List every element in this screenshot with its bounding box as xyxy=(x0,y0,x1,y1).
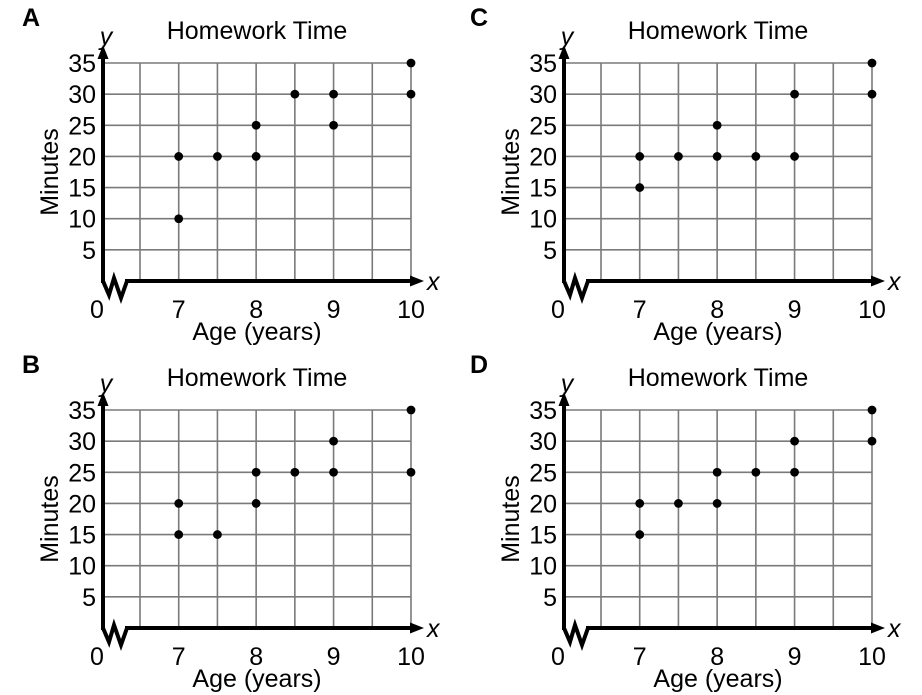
svg-text:5: 5 xyxy=(543,237,557,265)
svg-text:20: 20 xyxy=(68,490,96,518)
svg-text:5: 5 xyxy=(82,237,96,265)
svg-text:Homework Time: Homework Time xyxy=(167,364,348,392)
option-label-c: C xyxy=(470,4,489,32)
svg-text:9: 9 xyxy=(327,643,341,671)
svg-text:y: y xyxy=(559,23,575,51)
chart-panel-d: D Homework Time y x 5 10 15 20 25 30 35 7 8 9 10 0 Age … xyxy=(461,347,922,694)
scatter-plot-b: Homework Time y x 5 10 15 20 25 30 35 7 8 9 10 0 Age (y… xyxy=(36,364,441,693)
svg-text:9: 9 xyxy=(788,296,802,324)
svg-text:30: 30 xyxy=(68,428,96,456)
chart-panel-a: A Homework Time y x 5 10 15 20 25 30 35 7 8 9 10 0 Age … xyxy=(0,0,461,347)
option-label-a: A xyxy=(22,4,41,32)
svg-text:10: 10 xyxy=(68,206,96,234)
svg-text:10: 10 xyxy=(397,296,425,324)
svg-text:x: x xyxy=(426,268,441,296)
svg-text:5: 5 xyxy=(82,584,96,612)
svg-text:x: x xyxy=(426,615,441,643)
svg-text:Minutes: Minutes xyxy=(497,475,525,563)
svg-text:10: 10 xyxy=(529,553,557,581)
svg-text:35: 35 xyxy=(529,50,557,78)
svg-text:25: 25 xyxy=(529,112,557,140)
svg-text:0: 0 xyxy=(551,296,565,324)
svg-text:15: 15 xyxy=(68,522,96,550)
svg-text:8: 8 xyxy=(249,643,263,671)
option-label-b: B xyxy=(22,351,41,379)
svg-text:35: 35 xyxy=(68,50,96,78)
option-label-d: D xyxy=(470,351,489,379)
svg-text:10: 10 xyxy=(397,643,425,671)
chart-panel-b: B Homework Time y x 5 10 15 20 25 30 35 7 8 9 10 0 Age … xyxy=(0,347,461,694)
svg-text:7: 7 xyxy=(633,296,647,324)
svg-text:0: 0 xyxy=(551,643,565,671)
svg-text:5: 5 xyxy=(543,584,557,612)
svg-text:y: y xyxy=(559,370,575,398)
svg-text:25: 25 xyxy=(68,112,96,140)
svg-text:20: 20 xyxy=(529,490,557,518)
svg-text:10: 10 xyxy=(529,206,557,234)
svg-text:0: 0 xyxy=(90,296,104,324)
svg-text:15: 15 xyxy=(529,522,557,550)
svg-text:y: y xyxy=(98,370,114,398)
scatter-plot-d: Homework Time y x 5 10 15 20 25 30 35 7 8 9 10 0 Age (y… xyxy=(497,364,902,693)
svg-text:30: 30 xyxy=(529,428,557,456)
svg-text:Age (years): Age (years) xyxy=(653,318,782,346)
svg-text:10: 10 xyxy=(858,296,886,324)
svg-text:Minutes: Minutes xyxy=(36,475,64,563)
svg-text:Minutes: Minutes xyxy=(497,128,525,216)
svg-text:8: 8 xyxy=(710,643,724,671)
svg-text:10: 10 xyxy=(858,643,886,671)
scatter-plot-a: Homework Time y x 5 10 15 20 25 30 35 7 8 9 10 0 Age (y… xyxy=(36,17,441,346)
svg-text:30: 30 xyxy=(68,81,96,109)
svg-text:Age (years): Age (years) xyxy=(192,665,321,693)
svg-text:9: 9 xyxy=(788,643,802,671)
svg-text:Homework Time: Homework Time xyxy=(167,17,348,45)
svg-text:0: 0 xyxy=(90,643,104,671)
svg-text:7: 7 xyxy=(172,296,186,324)
svg-text:Homework Time: Homework Time xyxy=(628,17,809,45)
svg-text:Homework Time: Homework Time xyxy=(628,364,809,392)
svg-text:15: 15 xyxy=(529,175,557,203)
scatter-plot-c: Homework Time y x 5 10 15 20 25 30 35 7 8 9 10 0 Age (y… xyxy=(497,17,902,346)
svg-text:25: 25 xyxy=(68,459,96,487)
svg-text:7: 7 xyxy=(172,643,186,671)
svg-text:7: 7 xyxy=(633,643,647,671)
svg-text:20: 20 xyxy=(529,143,557,171)
svg-text:10: 10 xyxy=(68,553,96,581)
svg-text:25: 25 xyxy=(529,459,557,487)
svg-text:Minutes: Minutes xyxy=(36,128,64,216)
svg-text:y: y xyxy=(98,23,114,51)
svg-text:20: 20 xyxy=(68,143,96,171)
svg-text:35: 35 xyxy=(529,397,557,425)
svg-text:35: 35 xyxy=(68,397,96,425)
svg-text:9: 9 xyxy=(327,296,341,324)
chart-panel-c: C Homework Time y x 5 10 15 20 25 30 35 7 8 9 10 0 Age … xyxy=(461,0,922,347)
svg-text:8: 8 xyxy=(710,296,724,324)
svg-text:x: x xyxy=(887,615,902,643)
svg-text:15: 15 xyxy=(68,175,96,203)
svg-text:8: 8 xyxy=(249,296,263,324)
svg-text:Age (years): Age (years) xyxy=(653,665,782,693)
svg-text:30: 30 xyxy=(529,81,557,109)
svg-text:Age (years): Age (years) xyxy=(192,318,321,346)
svg-text:x: x xyxy=(887,268,902,296)
